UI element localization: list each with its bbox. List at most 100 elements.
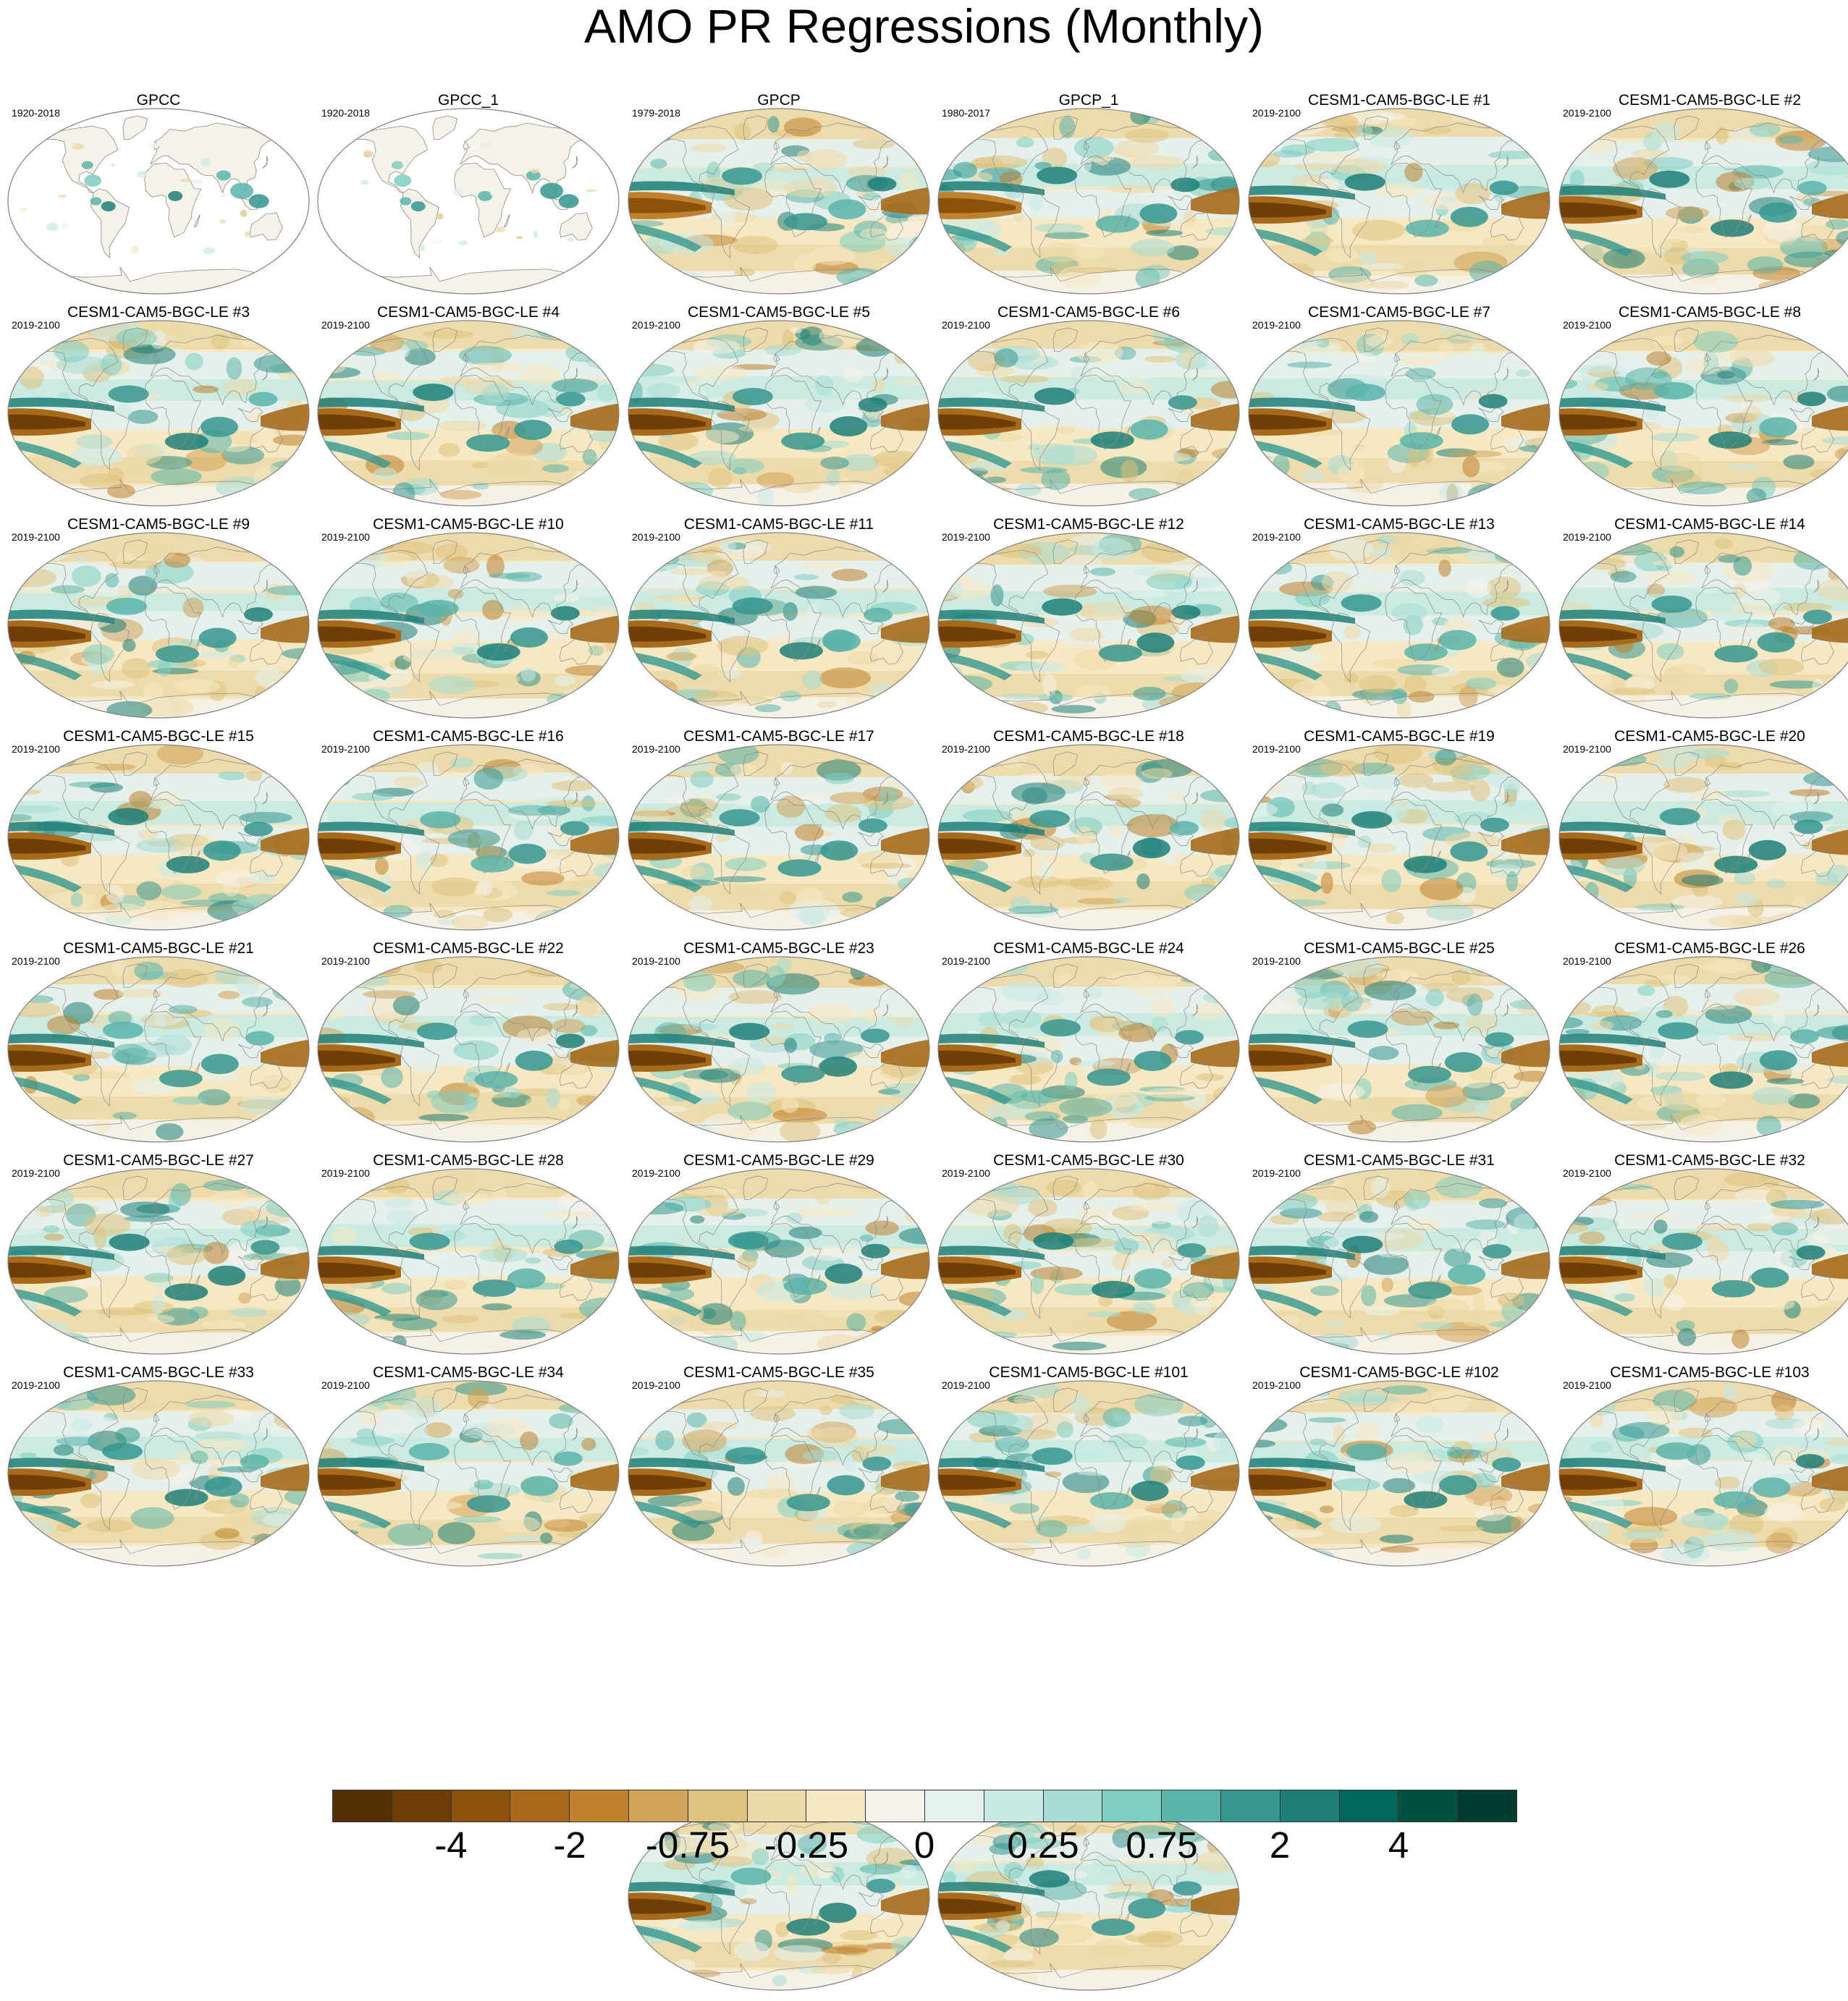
panel-years: 2019-2100 (321, 1379, 370, 1391)
panel-title: CESM1-CAM5-BGC-LE #18 (993, 728, 1184, 745)
panel-title: CESM1-CAM5-BGC-LE #103 (1610, 1364, 1810, 1381)
map-svg (628, 956, 930, 1143)
world-map (1557, 101, 1848, 301)
panel-years: 2019-2100 (942, 1379, 990, 1391)
world-map (316, 1162, 621, 1361)
map-svg (1248, 1168, 1550, 1355)
map-panel: GPCC_1 1920-2018 (316, 93, 621, 303)
map-svg (1558, 108, 1848, 295)
colorbar-label: 4 (1388, 1824, 1409, 1866)
map-panel: CESM1-CAM5-BGC-LE #34 2019-2100 (316, 1365, 621, 1575)
world-map (316, 949, 621, 1149)
map-panel: CESM1-CAM5-BGC-LE #31 2019-2100 (1246, 1153, 1552, 1363)
panel-years: 2019-2100 (1252, 955, 1301, 967)
panel-title: GPCP (757, 92, 801, 109)
panel-title: CESM1-CAM5-BGC-LE #31 (1304, 1152, 1495, 1169)
panel-years: 2019-2100 (942, 743, 990, 755)
map-svg (937, 108, 1240, 295)
world-map (316, 1374, 621, 1573)
panel-years: 2019-2100 (321, 955, 370, 967)
panel-years: 2019-2100 (1563, 1379, 1611, 1391)
panel-title: CESM1-CAM5-BGC-LE #17 (683, 728, 874, 745)
world-map (936, 101, 1241, 301)
panel-years: 2019-2100 (1252, 1379, 1301, 1391)
map-panel: CESM1-CAM5-BGC-LE #3 2019-2100 (6, 305, 311, 515)
panel-title: CESM1-CAM5-BGC-LE #20 (1614, 728, 1805, 745)
world-map (6, 525, 311, 725)
map-panel: CESM1-CAM5-BGC-LE #21 2019-2100 (6, 941, 311, 1151)
panel-title: CESM1-CAM5-BGC-LE #11 (683, 516, 874, 533)
panel-years: 2019-2100 (632, 743, 680, 755)
panel-title: CESM1-CAM5-BGC-LE #6 (997, 304, 1181, 321)
colorbar-swatch (1338, 1790, 1399, 1822)
world-map (626, 525, 932, 725)
map-panel: CESM1-CAM5-BGC-LE #1 2019-2100 (1246, 93, 1552, 303)
map-panel: CESM1-CAM5-BGC-LE #14 2019-2100 (1557, 517, 1848, 727)
panel-title: GPCC_1 (437, 92, 499, 109)
map-panel: CESM1-CAM5-BGC-LE #6 2019-2100 (936, 305, 1241, 515)
panel-title: CESM1-CAM5-BGC-LE #23 (683, 940, 874, 957)
world-map (1246, 525, 1552, 725)
map-panel: CESM1-CAM5-BGC-LE #102 2019-2100 (1246, 1365, 1552, 1575)
map-svg (1558, 1380, 1848, 1567)
world-map (936, 737, 1241, 937)
map-svg (937, 1380, 1240, 1567)
panel-title: CESM1-CAM5-BGC-LE #19 (1304, 728, 1495, 745)
world-map (626, 313, 932, 513)
map-svg (7, 320, 310, 507)
panel-years: 2019-2100 (12, 531, 60, 543)
map-panel: CESM1-CAM5-BGC-LE #15 2019-2100 (6, 729, 311, 939)
map-panel: CESM1-CAM5-BGC-LE #16 2019-2100 (316, 729, 621, 939)
map-svg (1558, 532, 1848, 719)
map-svg (317, 320, 620, 507)
colorbar-swatch (1220, 1790, 1280, 1822)
map-svg (7, 1168, 310, 1355)
panel-title: CESM1-CAM5-BGC-LE #30 (993, 1152, 1184, 1169)
map-panel: CESM1-CAM5-BGC-LE #18 2019-2100 (936, 729, 1241, 939)
map-panel: CESM1-CAM5-BGC-LE #9 2019-2100 (6, 517, 311, 727)
panel-title: CESM1-CAM5-BGC-LE #5 (687, 304, 871, 321)
panel-title: CESM1-CAM5-BGC-LE #101 (989, 1364, 1189, 1381)
colorbar-swatch (391, 1790, 452, 1822)
map-svg (317, 532, 620, 719)
panel-title: CESM1-CAM5-BGC-LE #9 (67, 516, 250, 533)
panel-title: CESM1-CAM5-BGC-LE #34 (373, 1364, 564, 1381)
map-svg (317, 744, 620, 931)
colorbar-swatch (1042, 1790, 1103, 1822)
panel-years: 2019-2100 (632, 531, 680, 543)
map-panel: CESM1-CAM5-BGC-LE #8 2019-2100 (1557, 305, 1848, 515)
panel-years: 2019-2100 (321, 743, 370, 755)
panel-years: 2019-2100 (942, 319, 990, 331)
panel-title: CESM1-CAM5-BGC-LE #15 (63, 728, 254, 745)
panel-years: 2019-2100 (12, 743, 60, 755)
panel-years: 2019-2100 (12, 1167, 60, 1179)
world-map (626, 949, 932, 1149)
world-map (1246, 313, 1552, 513)
colorbar-swatch (628, 1790, 688, 1822)
panel-title: CESM1-CAM5-BGC-LE #12 (993, 516, 1184, 533)
map-panel: CESM1-CAM5-BGC-LE #2 2019-2100 (1557, 93, 1848, 303)
panel-years: 1980-2017 (942, 107, 990, 119)
world-map (626, 101, 932, 301)
map-panel: CESM1-CAM5-BGC-LE #20 2019-2100 (1557, 729, 1848, 939)
panel-years: 2019-2100 (12, 955, 60, 967)
world-map (1246, 1374, 1552, 1573)
panel-years: 1979-2018 (632, 107, 680, 119)
panel-years: 2019-2100 (1563, 955, 1611, 967)
map-panel: GPCP_1 1980-2017 (936, 93, 1241, 303)
panel-years: 2019-2100 (1563, 531, 1611, 543)
map-svg (628, 744, 930, 931)
world-map (1557, 1374, 1848, 1573)
world-map (6, 101, 311, 301)
panel-title: CESM1-CAM5-BGC-LE #2 (1618, 92, 1802, 109)
colorbar-swatch (569, 1790, 629, 1822)
world-map (626, 737, 932, 937)
panel-title: CESM1-CAM5-BGC-LE #102 (1299, 1364, 1499, 1381)
panel-years: 2019-2100 (1252, 1167, 1301, 1179)
colorbar-swatch (983, 1790, 1044, 1822)
world-map (316, 101, 621, 301)
world-map (316, 313, 621, 513)
panel-title: CESM1-CAM5-BGC-LE #24 (993, 940, 1184, 957)
panel-years: 2019-2100 (1563, 1167, 1611, 1179)
panel-years: 2019-2100 (12, 319, 60, 331)
